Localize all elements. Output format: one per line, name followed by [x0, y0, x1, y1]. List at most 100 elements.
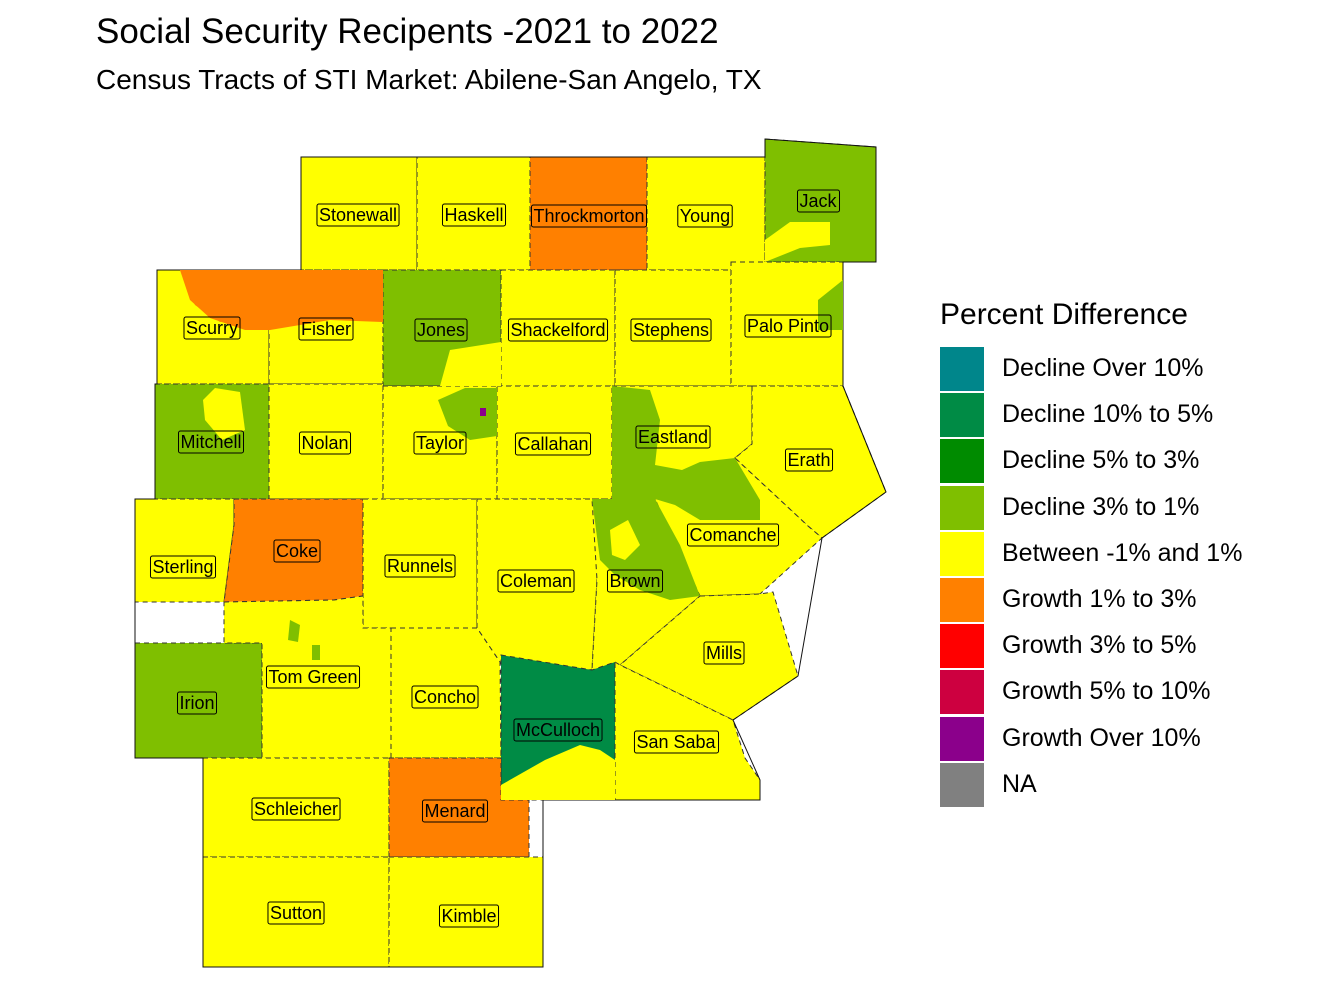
county-label-san-saba: San Saba — [633, 730, 720, 754]
county-label-irion: Irion — [176, 691, 218, 715]
county-name: Stonewall — [319, 205, 397, 225]
county-label-tom-green: Tom Green — [265, 665, 361, 689]
county-name: Comanche — [689, 525, 776, 545]
county-label-concho: Concho — [411, 685, 479, 709]
legend-swatch — [940, 439, 984, 484]
county-name: Taylor — [416, 433, 464, 453]
county-label-box — [677, 204, 733, 228]
county-name: Sutton — [270, 903, 322, 923]
county-label-box — [497, 569, 575, 593]
county-stephens — [614, 269, 732, 387]
county-label-box — [630, 318, 712, 342]
tract-patch — [312, 645, 320, 660]
tract-patch — [592, 499, 700, 600]
county-label-menard: Menard — [421, 799, 489, 823]
county-name: McCulloch — [516, 720, 600, 740]
county-sterling — [134, 498, 235, 603]
county-name: San Saba — [636, 732, 716, 752]
legend-label: Decline 3% to 1% — [1002, 492, 1200, 521]
county-label-box — [513, 718, 603, 742]
county-name: Kimble — [441, 906, 496, 926]
tract-patch — [610, 520, 640, 560]
legend-item: Growth 5% to 10% — [940, 670, 1340, 715]
county-label-box — [686, 523, 780, 547]
legend-swatch — [940, 347, 984, 391]
county-label-runnels: Runnels — [384, 554, 456, 578]
county-name: Irion — [179, 693, 214, 713]
tract-patch — [612, 386, 760, 520]
county-label-box — [507, 318, 609, 342]
county-name: Nolan — [301, 433, 348, 453]
county-name: Young — [680, 206, 730, 226]
legend-item: Decline Over 10% — [940, 347, 1340, 391]
map-subtitle: Census Tracts of STI Market: Abilene-San… — [96, 64, 762, 95]
county-label-box — [298, 317, 354, 341]
legend-item: Growth 3% to 5% — [940, 624, 1340, 669]
legend-label: Growth Over 10% — [1002, 723, 1201, 752]
county-name: Coke — [276, 541, 318, 561]
county-label-box — [414, 318, 468, 342]
county-name: Callahan — [517, 434, 588, 454]
county-label-box — [441, 203, 507, 227]
county-label-brown: Brown — [606, 569, 664, 593]
legend-label: Decline Over 10% — [1002, 354, 1204, 382]
county-label-coleman: Coleman — [497, 569, 575, 593]
county-label-box — [796, 189, 841, 213]
county-label-box — [298, 431, 352, 455]
county-label-fisher: Fisher — [298, 317, 354, 341]
legend-swatch — [940, 762, 984, 807]
market-outline — [134, 138, 887, 968]
county-label-taylor: Taylor — [413, 431, 467, 455]
county-name: Brown — [609, 571, 660, 591]
county-label-box — [265, 665, 361, 689]
county-name: Mills — [706, 643, 742, 663]
legend-swatch — [940, 531, 984, 576]
legend-swatch — [940, 670, 984, 715]
county-label-young: Young — [677, 204, 733, 228]
county-name: Fisher — [301, 319, 351, 339]
county-label-box — [177, 430, 245, 454]
tract-patch — [288, 620, 300, 642]
county-name: Sterling — [152, 557, 213, 577]
county-label-jack: Jack — [796, 189, 841, 213]
legend-item: Growth Over 10% — [940, 716, 1340, 761]
county-label-box — [183, 316, 241, 340]
county-name: Haskell — [444, 205, 503, 225]
county-name: Jack — [799, 191, 837, 211]
county-sutton — [202, 856, 390, 968]
legend-swatch — [940, 624, 984, 669]
county-label-palo-pinto: Palo Pinto — [744, 314, 832, 338]
county-name: Jones — [417, 320, 465, 340]
county-label-coke: Coke — [273, 539, 321, 563]
legend-swatch — [940, 578, 984, 622]
county-label-stonewall: Stonewall — [316, 203, 400, 227]
county-label-nolan: Nolan — [298, 431, 352, 455]
county-label-kimble: Kimble — [438, 904, 500, 928]
legend-label: Growth 5% to 10% — [1002, 677, 1211, 706]
county-label-box — [784, 448, 834, 472]
legend-label: Between -1% and 1% — [1002, 538, 1243, 567]
county-label-mitchell: Mitchell — [177, 430, 245, 454]
map-title: Social Security Recipents -2021 to 2022 — [96, 12, 719, 51]
county-label-eastland: Eastland — [635, 425, 711, 449]
legend-swatch — [940, 485, 984, 530]
county-label-callahan: Callahan — [514, 432, 592, 456]
legend-item: NA — [940, 762, 1340, 807]
tract-patch — [203, 388, 245, 440]
county-label-box — [411, 685, 479, 709]
legend-swatch — [940, 393, 984, 438]
tract-patch — [818, 280, 843, 330]
county-label-box — [703, 641, 745, 665]
county-label-mills: Mills — [703, 641, 745, 665]
county-label-mcculloch: McCulloch — [513, 718, 603, 742]
legend-item: Decline 5% to 3% — [940, 439, 1340, 484]
county-label-box — [267, 901, 325, 925]
county-label-scurry: Scurry — [183, 316, 241, 340]
county-label-sterling: Sterling — [149, 555, 217, 579]
legend-label: Decline 10% to 5% — [1002, 400, 1214, 429]
tract-patch — [438, 388, 497, 440]
legend-item: Decline 10% to 5% — [940, 393, 1340, 438]
county-name: Erath — [787, 450, 830, 470]
county-label-box — [635, 425, 711, 449]
